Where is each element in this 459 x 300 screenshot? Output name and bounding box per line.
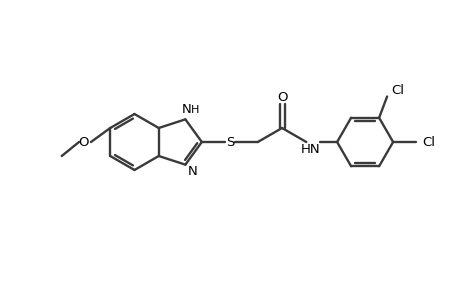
Text: H: H — [191, 105, 199, 115]
Text: O: O — [78, 136, 89, 148]
Text: Cl: Cl — [391, 84, 404, 97]
Text: HN: HN — [300, 142, 319, 155]
Text: O: O — [276, 91, 287, 104]
Text: N: N — [181, 103, 191, 116]
Text: Cl: Cl — [422, 136, 435, 148]
Text: S: S — [225, 136, 234, 148]
Text: N: N — [187, 165, 197, 178]
